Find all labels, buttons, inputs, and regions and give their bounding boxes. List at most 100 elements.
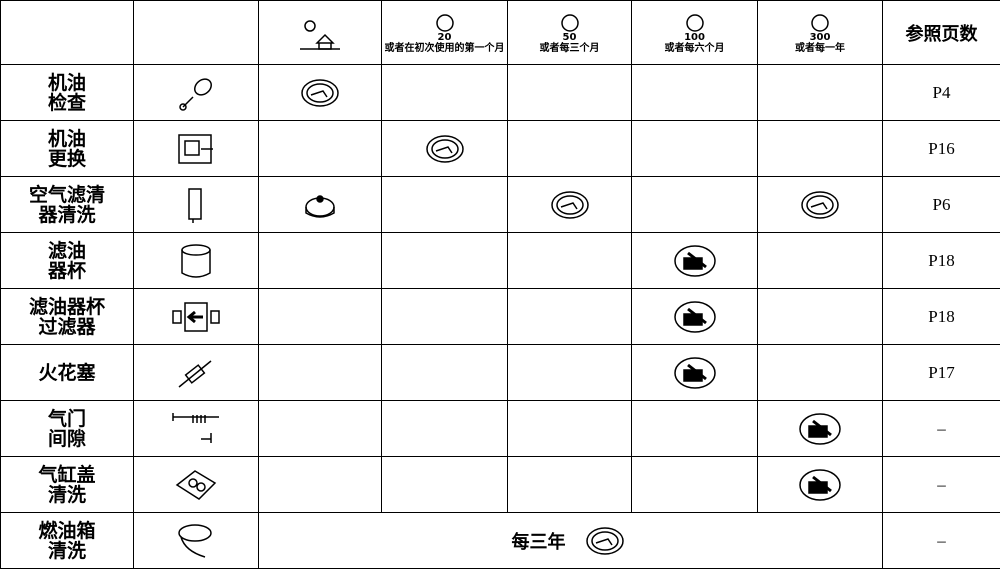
- schedule-cell: [758, 345, 883, 401]
- name-line: 清洗: [1, 541, 133, 561]
- schedule-cell: [632, 121, 758, 177]
- item-name: 机油更换: [1, 121, 134, 177]
- schedule-cell: [758, 65, 883, 121]
- icon: [295, 13, 345, 53]
- schedule-cell: [259, 401, 382, 457]
- page-ref: P17: [883, 345, 1000, 401]
- schedule-cell: [382, 345, 508, 401]
- icon: [295, 73, 345, 113]
- name-line: 检查: [1, 93, 133, 113]
- clock-icon: [684, 12, 706, 32]
- schedule-cell: [508, 401, 632, 457]
- schedule-cell: [632, 65, 758, 121]
- item-icon-cell: [134, 345, 259, 401]
- table-row: 气门间隙 –: [1, 401, 1000, 457]
- icon: [171, 129, 221, 169]
- page-ref: –: [883, 401, 1000, 457]
- icon: [670, 297, 720, 337]
- icon: [670, 241, 720, 281]
- page-ref: –: [883, 513, 1000, 569]
- schedule-cell: [508, 345, 632, 401]
- icon: [171, 185, 221, 225]
- schedule-cell: [259, 345, 382, 401]
- name-line: 间隙: [1, 429, 133, 449]
- schedule-cell: [382, 401, 508, 457]
- table-row: 气缸盖清洗 –: [1, 457, 1000, 513]
- icon: [171, 465, 221, 505]
- schedule-cell: [259, 289, 382, 345]
- icon: [795, 409, 845, 449]
- item-icon-cell: [134, 121, 259, 177]
- icon: [420, 129, 470, 169]
- icon: [795, 185, 845, 225]
- interval-hours: 50: [508, 32, 631, 43]
- name-line: 空气滤清: [1, 185, 133, 205]
- schedule-cell: [758, 289, 883, 345]
- schedule-cell: [508, 177, 632, 233]
- item-name: 滤油器杯: [1, 233, 134, 289]
- schedule-cell: [259, 177, 382, 233]
- name-line: 燃油箱: [1, 521, 133, 541]
- schedule-cell: [382, 233, 508, 289]
- name-line: 更换: [1, 149, 133, 169]
- schedule-cell: [758, 121, 883, 177]
- note: 每三年: [512, 532, 566, 553]
- schedule-cell: [382, 457, 508, 513]
- table-row: 滤油器杯 P18: [1, 233, 1000, 289]
- icon: [171, 297, 221, 337]
- interval-label: 或者每一年: [758, 43, 882, 54]
- schedule-cell: [632, 233, 758, 289]
- item-name: 滤油器杯过滤器: [1, 289, 134, 345]
- item-name: 气缸盖清洗: [1, 457, 134, 513]
- interval-label: 或者每三个月: [508, 43, 631, 54]
- interval-label: 或者在初次使用的第一个月: [382, 43, 507, 54]
- page-ref: P18: [883, 289, 1000, 345]
- name-line: 滤油器杯: [1, 297, 133, 317]
- name-line: 气门: [1, 409, 133, 429]
- item-name: 机油检查: [1, 65, 134, 121]
- schedule-cell: [758, 457, 883, 513]
- item-name: 气门间隙: [1, 401, 134, 457]
- icon: [171, 353, 221, 393]
- schedule-cell: [758, 401, 883, 457]
- icon: [171, 241, 221, 281]
- item-icon-cell: [134, 233, 259, 289]
- name-line: 器清洗: [1, 205, 133, 225]
- interval-hours: 300: [758, 32, 882, 43]
- name-line: 清洗: [1, 485, 133, 505]
- item-name: 燃油箱清洗: [1, 513, 134, 569]
- icon: [670, 353, 720, 393]
- interval-hours: 20: [382, 32, 507, 43]
- item-icon-cell: [134, 65, 259, 121]
- interval-hours: 100: [632, 32, 757, 43]
- page-ref: P18: [883, 233, 1000, 289]
- header-cell: [134, 1, 259, 65]
- schedule-cell: [259, 233, 382, 289]
- table-row: 滤油器杯过滤器 P18: [1, 289, 1000, 345]
- schedule-cell: [758, 233, 883, 289]
- clock-icon: [434, 12, 456, 32]
- schedule-cell: [259, 121, 382, 177]
- icon: [295, 185, 345, 225]
- icon: [545, 185, 595, 225]
- schedule-cell: [382, 289, 508, 345]
- icon: [171, 409, 221, 449]
- page-ref: –: [883, 457, 1000, 513]
- item-icon-cell: [134, 401, 259, 457]
- schedule-cell: [632, 289, 758, 345]
- name-line: 机油: [1, 73, 133, 93]
- schedule-cell: [632, 345, 758, 401]
- item-icon-cell: [134, 177, 259, 233]
- schedule-cell: [259, 65, 382, 121]
